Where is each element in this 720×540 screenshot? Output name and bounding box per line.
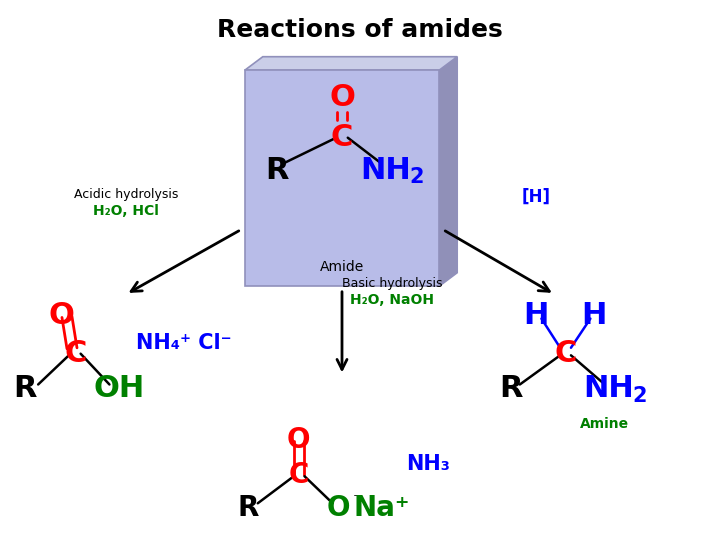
Text: NH: NH [360, 156, 410, 185]
Text: C: C [289, 461, 309, 489]
Polygon shape [439, 57, 457, 286]
Text: H₂O, NaOH: H₂O, NaOH [351, 293, 434, 307]
Polygon shape [245, 57, 457, 70]
Text: NH₄⁺ Cl⁻: NH₄⁺ Cl⁻ [136, 333, 231, 353]
Text: [H]: [H] [522, 188, 551, 206]
Polygon shape [245, 70, 439, 286]
Text: ⁻: ⁻ [353, 491, 363, 510]
Text: R: R [238, 494, 259, 522]
Text: R: R [500, 374, 523, 403]
Text: C: C [64, 339, 87, 368]
Text: Amine: Amine [580, 417, 629, 431]
Text: Reactions of amides: Reactions of amides [217, 18, 503, 42]
Text: C: C [330, 123, 354, 152]
Text: Acidic hydrolysis: Acidic hydrolysis [74, 188, 178, 201]
Text: O: O [329, 83, 355, 112]
Text: Basic hydrolysis: Basic hydrolysis [342, 277, 443, 290]
Text: H₂O, HCl: H₂O, HCl [93, 204, 159, 218]
Text: C: C [554, 339, 577, 368]
Text: Amide: Amide [320, 260, 364, 274]
Text: Na⁺: Na⁺ [354, 494, 410, 522]
Text: 2: 2 [632, 386, 647, 406]
Text: H: H [581, 301, 607, 330]
Text: R: R [14, 374, 37, 403]
Text: NH₃: NH₃ [407, 454, 450, 475]
Text: O: O [48, 301, 74, 330]
Text: NH: NH [583, 374, 634, 403]
Text: O: O [327, 494, 350, 522]
Text: 2: 2 [409, 167, 423, 187]
Text: H: H [523, 301, 549, 330]
Text: O: O [287, 426, 310, 454]
Text: OH: OH [93, 374, 145, 403]
Text: R: R [266, 156, 289, 185]
